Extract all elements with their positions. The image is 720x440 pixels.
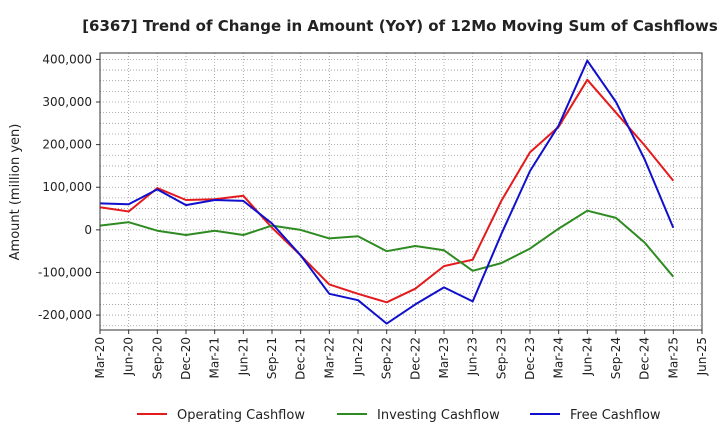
x-tick-label: Jun-25 bbox=[695, 337, 709, 376]
x-tick-label: Mar-22 bbox=[322, 337, 336, 378]
y-tick-label: -100,000 bbox=[38, 265, 92, 279]
x-tick-label: Dec-24 bbox=[638, 337, 652, 380]
plot-border bbox=[99, 52, 703, 331]
y-axis-ticks: 400,000 300,000 200,000 100,000 0 -100,000 -20… bbox=[38, 52, 100, 322]
y-tick-label: 100,000 bbox=[42, 180, 92, 194]
x-tick-label: Dec-23 bbox=[523, 337, 537, 380]
x-tick-label: Sep-24 bbox=[609, 337, 623, 379]
x-tick-label: Sep-22 bbox=[380, 337, 394, 379]
x-tick-label: Mar-20 bbox=[93, 337, 107, 378]
y-axis-label: Amount (million yen) bbox=[8, 124, 23, 261]
investing-cashflow-line bbox=[99, 209, 675, 278]
x-tick-label: Sep-23 bbox=[494, 337, 508, 379]
x-tick-label: Mar-24 bbox=[552, 337, 566, 378]
y-tick-label: 400,000 bbox=[42, 52, 92, 66]
x-tick-label: Jun-23 bbox=[466, 337, 480, 376]
x-tick-label: Dec-21 bbox=[294, 337, 308, 380]
x-tick-label: Jun-22 bbox=[351, 337, 365, 376]
x-tick-label: Mar-21 bbox=[208, 337, 222, 378]
grid-layer bbox=[99, 53, 703, 330]
x-tick-label: Mar-25 bbox=[666, 337, 680, 378]
series-layer bbox=[99, 59, 675, 325]
x-tick-label: Dec-22 bbox=[408, 337, 422, 380]
x-tick-label: Sep-20 bbox=[150, 337, 164, 379]
y-tick-label: 300,000 bbox=[42, 95, 92, 109]
x-axis-ticks: Mar-20 Jun-20 Sep-20 Dec-20 Mar-21 Jun-21 Sep-… bbox=[93, 330, 709, 380]
free-cashflow-line bbox=[99, 59, 675, 325]
chart-title: [6367] Trend of Change in Amount (YoY) o… bbox=[82, 17, 718, 35]
y-tick-label: -200,000 bbox=[38, 308, 92, 322]
legend: Operating Cashflow Investing Cashflow Free… bbox=[137, 408, 661, 423]
operating-cashflow-line bbox=[99, 78, 675, 304]
x-tick-label: Jun-24 bbox=[580, 337, 594, 376]
y-tick-label: 200,000 bbox=[42, 138, 92, 152]
plot-frame bbox=[99, 52, 703, 331]
x-tick-label: Mar-23 bbox=[437, 337, 451, 378]
legend-label-investing-cashflow: Investing Cashflow bbox=[377, 408, 500, 423]
legend-label-operating-cashflow: Operating Cashflow bbox=[177, 408, 305, 423]
x-tick-label: Sep-21 bbox=[265, 337, 279, 379]
x-tick-label: Dec-20 bbox=[179, 337, 193, 380]
x-tick-label: Jun-20 bbox=[122, 337, 136, 376]
y-tick-label: 0 bbox=[84, 223, 92, 237]
legend-label-free-cashflow: Free Cashflow bbox=[570, 408, 661, 423]
x-tick-label: Jun-21 bbox=[236, 337, 250, 376]
